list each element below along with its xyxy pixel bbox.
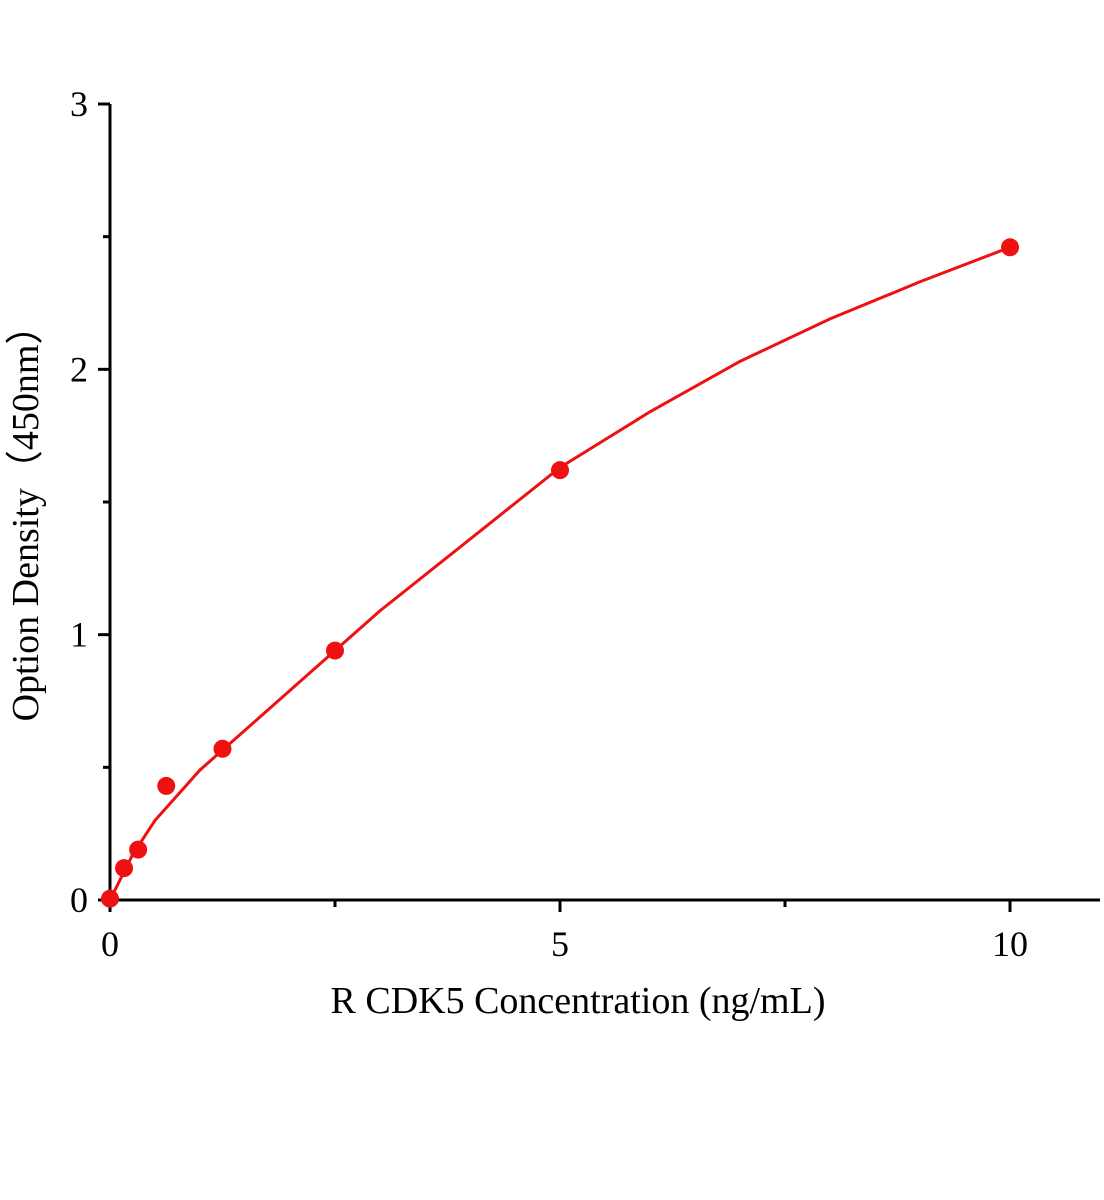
x-tick-label: 5	[551, 924, 569, 964]
y-tick-label: 0	[70, 880, 88, 920]
data-point	[157, 776, 176, 795]
y-tick-label: 3	[70, 84, 88, 124]
fit-curve	[108, 245, 1011, 901]
x-tick-label: 0	[101, 924, 119, 964]
x-axis-label: R CDK5 Concentration (ng/mL)	[331, 980, 826, 1022]
y-tick-label: 1	[70, 615, 88, 655]
y-axis-label: Option Density（450nm）	[5, 307, 47, 722]
data-point	[551, 461, 569, 480]
data-point	[1001, 238, 1019, 257]
data-point	[326, 641, 344, 660]
data-point	[115, 859, 134, 878]
data-point	[213, 739, 232, 758]
data-point	[129, 840, 148, 859]
x-tick-label: 10	[992, 924, 1028, 964]
data-point	[101, 889, 119, 908]
y-tick-label: 2	[70, 349, 88, 389]
